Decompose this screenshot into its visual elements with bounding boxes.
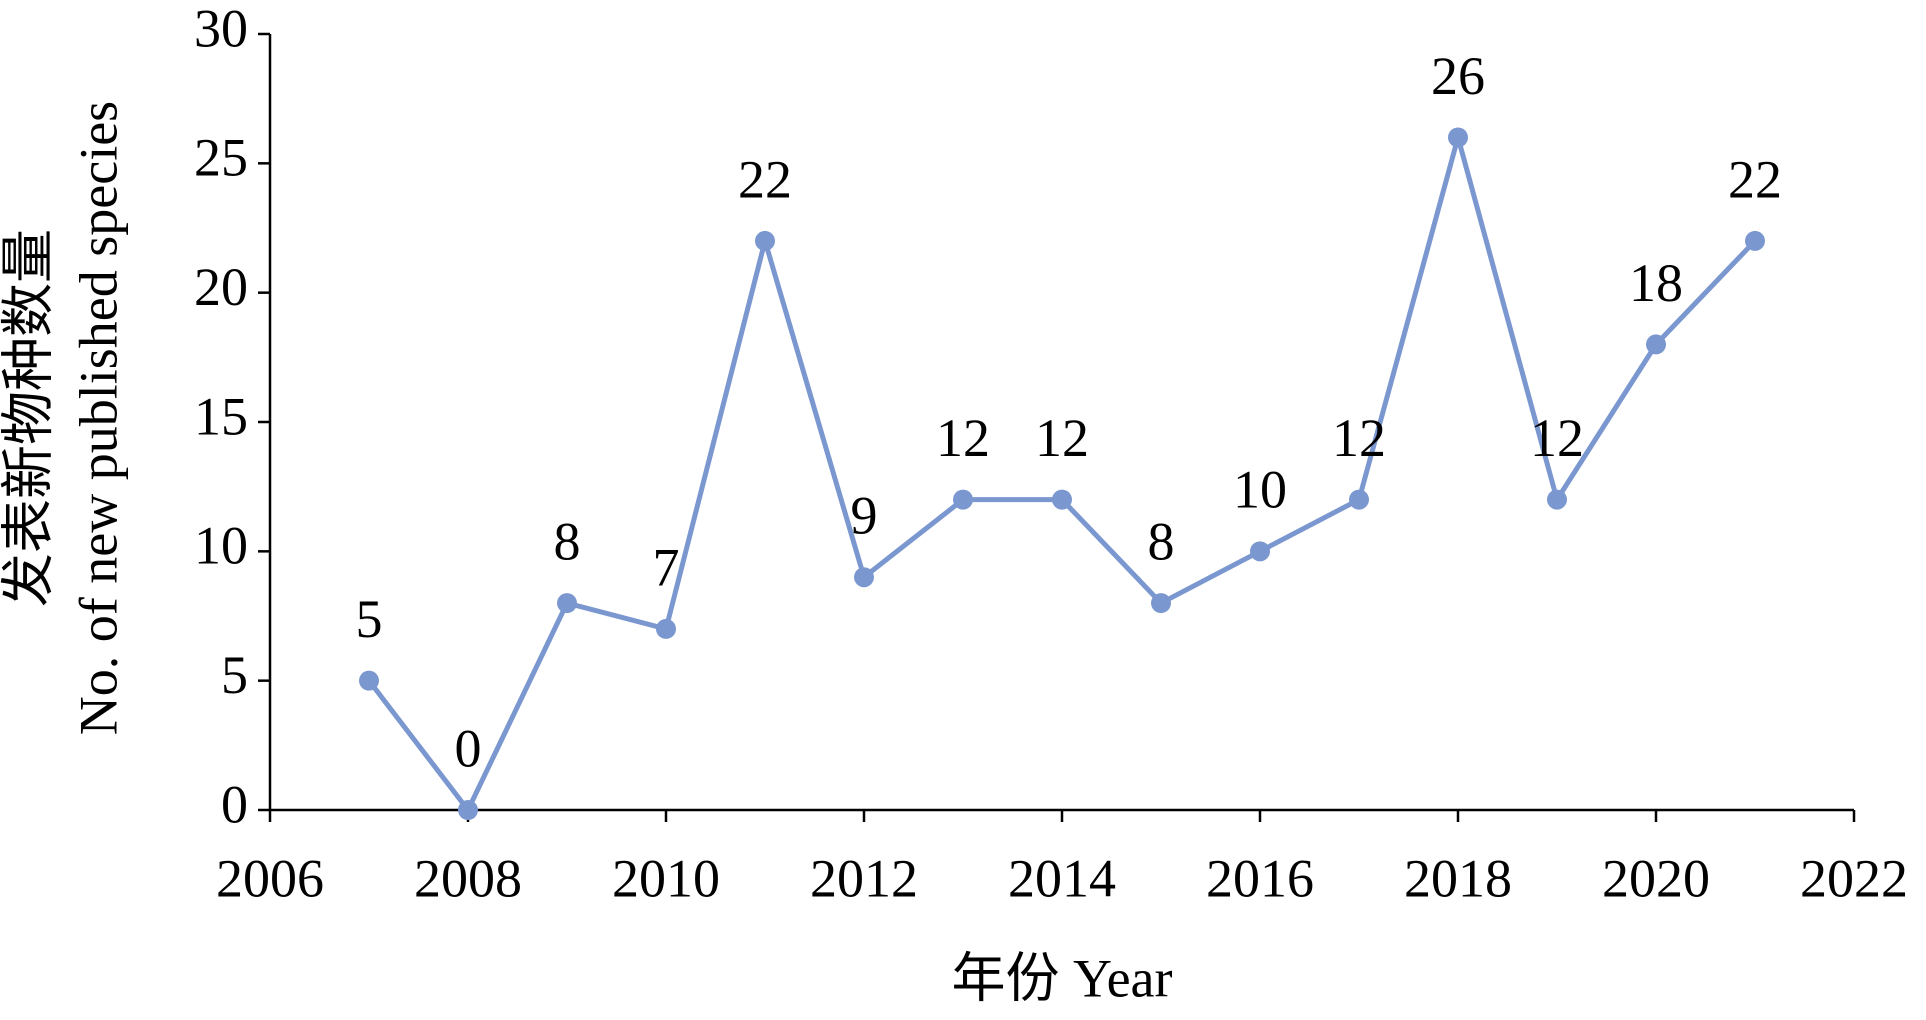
x-tick-label: 2012 (810, 848, 918, 908)
data-label: 26 (1431, 46, 1485, 106)
data-label: 22 (738, 149, 792, 209)
x-axis-label: 年份 Year (951, 948, 1172, 1008)
x-tick-label: 2022 (1800, 848, 1908, 908)
x-tick-label: 2020 (1602, 848, 1710, 908)
data-label: 10 (1233, 460, 1287, 520)
x-tick-label: 2010 (612, 848, 720, 908)
data-label: 12 (936, 408, 990, 468)
data-label: 22 (1728, 149, 1782, 209)
data-point (755, 230, 775, 251)
data-point (953, 489, 973, 510)
data-point (557, 593, 577, 614)
y-tick-label: 0 (221, 774, 248, 834)
data-label: 5 (356, 589, 383, 649)
series-line (367, 134, 1757, 813)
data-point (1250, 541, 1270, 562)
data-label: 8 (1148, 511, 1175, 571)
y-tick-label: 15 (194, 386, 248, 446)
data-point (1646, 334, 1666, 355)
y-axis-label: No. of new published species (68, 101, 128, 735)
y-tick-label: 25 (194, 128, 248, 188)
y-tick-label: 5 (221, 645, 248, 705)
data-point (359, 670, 379, 691)
data-point (1547, 489, 1567, 510)
data-point (854, 567, 874, 588)
data-point (1052, 489, 1072, 510)
data-point (1151, 593, 1171, 614)
data-label: 0 (455, 718, 482, 778)
x-tick-label: 2018 (1404, 848, 1512, 908)
y-tick-label: 20 (194, 257, 248, 317)
data-label: 9 (851, 486, 878, 546)
y-tick-label: 10 (194, 516, 248, 576)
x-tick-label: 2008 (414, 848, 522, 908)
data-label: 12 (1035, 408, 1089, 468)
data-label: 8 (554, 511, 581, 571)
data-label: 18 (1629, 253, 1683, 313)
data-label: 7 (653, 537, 680, 597)
x-tick-label: 2016 (1206, 848, 1314, 908)
data-point (656, 618, 676, 639)
y-tick-label: 30 (194, 0, 248, 58)
data-point (1349, 489, 1369, 510)
x-tick-label: 2014 (1008, 848, 1116, 908)
data-point (1448, 127, 1468, 148)
data-label: 12 (1530, 408, 1584, 468)
y-axis-label: 发表新物种数量 (0, 229, 58, 607)
data-label: 12 (1332, 408, 1386, 468)
data-point (458, 800, 478, 820)
data-point (1745, 230, 1765, 251)
x-tick-label: 2006 (216, 848, 324, 908)
